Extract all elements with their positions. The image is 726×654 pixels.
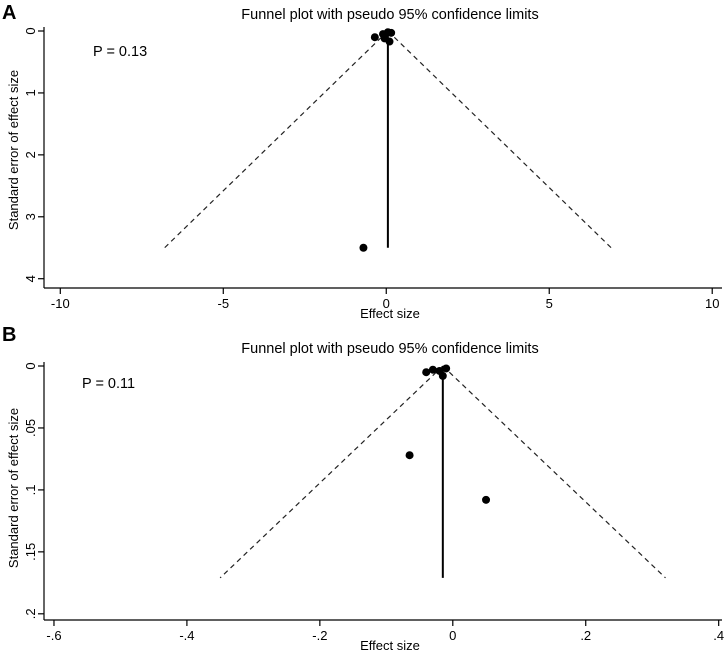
y-tick-label: 1 [23,89,38,96]
p-value-annotation-b: P = 0.11 [82,376,135,392]
funnel-left-limit-line [219,365,444,579]
panel-label-a: A [2,2,16,24]
x-tick-label: -.4 [179,628,194,643]
chart-title-b: Funnel plot with pseudo 95% confidence l… [241,341,538,357]
y-axis-label-a: Standard error of effect size [6,70,21,230]
study-point [422,368,431,377]
funnel-right-limit-line [387,30,612,249]
x-tick-label: .4 [713,628,724,643]
x-axis-label-b: Effect size [360,638,420,653]
y-tick-label: .1 [23,484,38,495]
plot-area-a: -10 -5 0 5 10 0 1 2 3 4 [23,27,722,311]
x-tick-label: -.2 [312,628,327,643]
funnel-plot-b: B Funnel plot with pseudo 95% confidence… [2,324,724,653]
study-point [380,34,389,43]
x-tick-label: 0 [383,296,390,311]
y-tick-label: 0 [23,27,38,34]
study-point [405,451,414,460]
study-point [438,371,447,380]
study-point [370,33,379,42]
x-tick-label: .2 [580,628,591,643]
y-tick-label: 4 [23,275,38,282]
funnel-left-limit-line [164,30,389,249]
study-point [428,365,437,374]
study-point [387,28,396,37]
study-point [482,495,491,504]
y-axis-label-b: Standard error of effect size [6,408,21,568]
funnel-right-limit-line [442,365,666,579]
y-tick-label: .15 [23,543,38,561]
p-value-annotation-a: P = 0.13 [93,44,147,60]
x-tick-label: -5 [217,296,229,311]
y-tick-label: 3 [23,213,38,220]
x-tick-label: 10 [705,296,719,311]
x-tick-label: 5 [546,296,553,311]
x-tick-label: -.6 [46,628,61,643]
x-axis-label-a: Effect size [360,306,420,321]
chart-title-a: Funnel plot with pseudo 95% confidence l… [241,7,538,23]
panel-label-b: B [2,324,16,346]
x-tick-label: 0 [449,628,456,643]
study-point [442,364,451,373]
study-point [359,243,368,252]
y-tick-label: 2 [23,151,38,158]
y-tick-label: .05 [23,419,38,437]
funnel-plot-a: A Funnel plot with pseudo 95% confidence… [2,2,722,321]
y-tick-label: .2 [23,608,38,619]
x-tick-label: -10 [51,296,70,311]
y-tick-label: 0 [23,362,38,369]
plot-area-b: -.6 -.4 -.2 0 .2 .4 0 .05 .1 .15 .2 [23,362,724,643]
